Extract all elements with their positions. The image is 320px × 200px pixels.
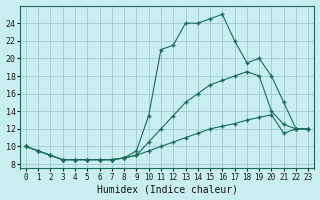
X-axis label: Humidex (Indice chaleur): Humidex (Indice chaleur) (97, 184, 237, 194)
